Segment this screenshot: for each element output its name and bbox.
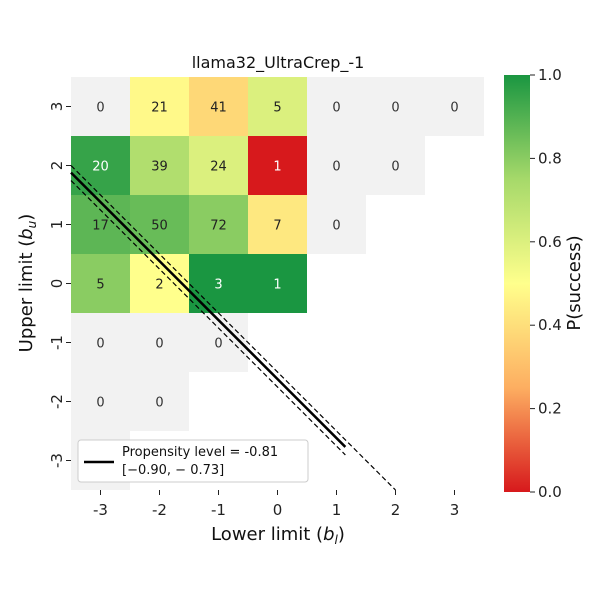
cell-count-label: 1 bbox=[273, 278, 281, 293]
cell-count-label: 0 bbox=[450, 101, 458, 116]
heatmap-cell bbox=[130, 195, 189, 254]
heatmap-cell bbox=[248, 77, 307, 136]
y-axis-label: Upper limit (bu) bbox=[16, 214, 39, 353]
cell-count-label: 0 bbox=[214, 337, 222, 352]
heatmap-cell bbox=[366, 77, 425, 136]
legend-label: Propensity level = -0.81 bbox=[122, 445, 278, 460]
cell-count-label: 0 bbox=[155, 396, 163, 411]
cell-count-label: 0 bbox=[391, 160, 399, 175]
colorbar-tick-label: 0.6 bbox=[538, 233, 562, 251]
x-tick-label: 3 bbox=[450, 501, 460, 519]
x-axis-label: Lower limit (bl) bbox=[211, 524, 345, 547]
cell-count-label: 20 bbox=[92, 160, 109, 175]
cell-count-label: 17 bbox=[92, 219, 109, 234]
heatmap-cell bbox=[248, 195, 307, 254]
heatmap-cell bbox=[71, 372, 130, 431]
heatmap-cell bbox=[366, 136, 425, 195]
legend-ci: [−0.90, − 0.73] bbox=[122, 463, 224, 478]
colorbar-tick-label: 0.0 bbox=[538, 483, 562, 501]
cell-count-label: 3 bbox=[214, 278, 222, 293]
x-tick-label: 0 bbox=[273, 501, 283, 519]
heatmap-cell bbox=[71, 195, 130, 254]
y-tick-label: -2 bbox=[48, 394, 66, 409]
heatmap-cell bbox=[248, 136, 307, 195]
cell-count-label: 41 bbox=[210, 101, 227, 116]
y-tick-label: 0 bbox=[48, 279, 66, 289]
cell-count-label: 0 bbox=[96, 396, 104, 411]
cell-count-label: 7 bbox=[273, 219, 281, 234]
y-tick-label: 2 bbox=[48, 161, 66, 171]
cell-count-label: 72 bbox=[210, 219, 227, 234]
colorbar-ticks: 0.0 0.2 0.4 0.6 0.8 1.0 bbox=[530, 66, 562, 501]
x-tick-label: -1 bbox=[211, 501, 226, 519]
heatmap-cell bbox=[130, 77, 189, 136]
heatmap-cell bbox=[189, 136, 248, 195]
heatmap-cell bbox=[189, 313, 248, 372]
heatmap-cell bbox=[307, 195, 366, 254]
colorbar-tick-label: 1.0 bbox=[538, 66, 562, 84]
heatmap-cell bbox=[71, 77, 130, 136]
x-tick-label: -2 bbox=[152, 501, 167, 519]
cell-count-label: 5 bbox=[96, 278, 104, 293]
heatmap-cell bbox=[189, 254, 248, 313]
cell-count-label: 21 bbox=[151, 101, 168, 116]
heatmap-cell bbox=[189, 77, 248, 136]
cell-count-label: 50 bbox=[151, 219, 168, 234]
cell-count-label: 0 bbox=[332, 219, 340, 234]
colorbar-tick-label: 0.8 bbox=[538, 149, 562, 167]
propensity-lines bbox=[70, 165, 396, 491]
colorbar-tick-label: 0.4 bbox=[538, 316, 562, 334]
heatmap-cell bbox=[71, 136, 130, 195]
heatmap-cell bbox=[71, 254, 130, 313]
propensity-ci-lower-line bbox=[70, 180, 346, 456]
cell-count-label: 0 bbox=[96, 337, 104, 352]
cell-count-label: 5 bbox=[273, 101, 281, 116]
heatmap-cells: 021415000203924100175072705231000000 bbox=[71, 77, 484, 490]
x-tick-label: 2 bbox=[391, 501, 401, 519]
heatmap-cell bbox=[425, 77, 484, 136]
heatmap-cell bbox=[307, 136, 366, 195]
cell-count-label: 0 bbox=[332, 101, 340, 116]
cell-count-label: 0 bbox=[96, 101, 104, 116]
colorbar bbox=[504, 75, 530, 492]
heatmap-cell bbox=[307, 77, 366, 136]
cell-count-label: 39 bbox=[151, 160, 168, 175]
heatmap-cell bbox=[248, 254, 307, 313]
y-tick-label: 3 bbox=[48, 102, 66, 112]
y-tick-label: -1 bbox=[48, 335, 66, 350]
colorbar-tick-label: 0.2 bbox=[538, 400, 562, 418]
heatmap-cell bbox=[130, 254, 189, 313]
x-tick-label: 1 bbox=[332, 501, 342, 519]
cell-count-label: 24 bbox=[210, 160, 227, 175]
cell-count-label: 0 bbox=[155, 337, 163, 352]
heatmap-cell bbox=[71, 313, 130, 372]
heatmap-cell bbox=[130, 313, 189, 372]
y-tick-label: -3 bbox=[48, 453, 66, 468]
legend-box bbox=[77, 439, 309, 483]
heatmap-cell bbox=[189, 195, 248, 254]
propensity-ci-upper-line bbox=[70, 165, 396, 491]
heatmap-cell bbox=[130, 372, 189, 431]
colorbar-label: P(success) bbox=[564, 235, 585, 330]
propensity-line bbox=[70, 171, 347, 448]
legend: Propensity level = -0.81 [−0.90, − 0.73] bbox=[77, 439, 309, 483]
cell-count-label: 2 bbox=[155, 278, 163, 293]
cell-count-label: 0 bbox=[332, 160, 340, 175]
cell-count-label: 0 bbox=[391, 101, 399, 116]
chart-title: llama32_UltraCrep_-1 bbox=[192, 53, 365, 73]
heatmap-cell bbox=[130, 136, 189, 195]
y-tick-label: 1 bbox=[48, 220, 66, 230]
cell-count-label: 1 bbox=[273, 160, 281, 175]
x-tick-label: -3 bbox=[93, 501, 108, 519]
